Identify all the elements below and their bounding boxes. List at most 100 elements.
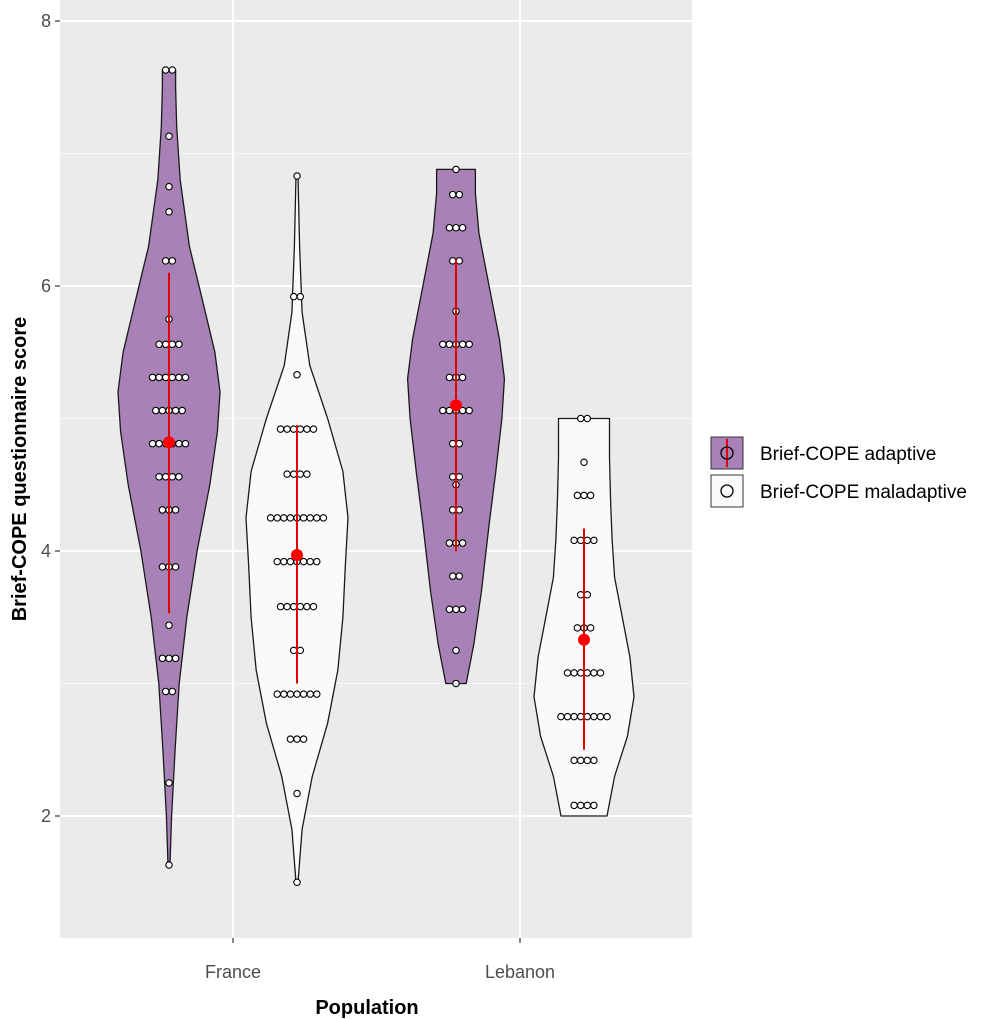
data-point — [448, 572, 457, 580]
data-point — [590, 712, 598, 721]
data-point — [445, 223, 454, 232]
data-point — [283, 425, 291, 433]
data-point — [306, 557, 314, 566]
data-point — [171, 406, 180, 415]
x-tick-label: France — [205, 962, 261, 982]
data-point — [299, 514, 308, 522]
data-point — [289, 602, 298, 611]
data-point — [296, 646, 305, 655]
data-point — [152, 406, 160, 415]
data-point — [583, 414, 592, 423]
data-point — [280, 514, 288, 522]
data-point — [155, 373, 163, 382]
data-point — [448, 473, 457, 481]
data-point — [289, 292, 298, 301]
data-point — [283, 470, 291, 478]
data-point — [445, 340, 454, 349]
data-point — [289, 646, 298, 655]
data-point — [178, 406, 186, 415]
data-point — [580, 458, 588, 466]
data-point — [445, 539, 454, 547]
data-point — [313, 557, 321, 566]
data-point — [445, 605, 454, 614]
data-point — [458, 340, 467, 349]
legend-label-maladaptive: Brief-COPE maladaptive — [760, 482, 967, 503]
data-point — [299, 690, 308, 698]
y-axis: 2 4 6 8 — [41, 11, 60, 826]
data-point — [583, 801, 592, 810]
legend-key-adaptive-point — [720, 446, 734, 460]
mean-point-adaptive-lebanon — [450, 399, 462, 412]
data-point — [596, 669, 605, 677]
data-point — [296, 470, 305, 478]
data-point — [168, 257, 177, 265]
data-point — [161, 340, 170, 349]
data-point — [603, 712, 611, 721]
data-point — [158, 506, 167, 514]
data-point — [171, 506, 180, 514]
data-point — [570, 536, 578, 545]
data-point — [306, 690, 314, 698]
mean-point-adaptive-france — [163, 436, 175, 449]
data-point — [586, 624, 595, 632]
data-point — [563, 669, 572, 677]
data-points — [148, 66, 611, 886]
data-point — [296, 292, 305, 301]
mean-point-maladaptive-france — [291, 548, 303, 561]
data-point — [448, 439, 457, 448]
data-point — [296, 602, 305, 611]
data-point — [293, 735, 301, 743]
data-point — [273, 514, 281, 522]
data-point — [148, 439, 157, 448]
legend-key-maladaptive — [710, 474, 744, 508]
data-point — [168, 340, 177, 349]
data-point — [276, 602, 285, 611]
data-point — [452, 646, 460, 655]
legend-key-maladaptive-point — [720, 484, 734, 498]
y-tick-label: 4 — [41, 541, 51, 561]
x-axis: France Lebanon — [205, 938, 555, 982]
data-point — [563, 712, 572, 721]
data-point — [161, 373, 170, 382]
x-axis-title: Population — [315, 997, 418, 1019]
data-point — [175, 340, 183, 349]
data-point — [455, 473, 464, 481]
data-point — [590, 669, 598, 677]
data-point — [439, 340, 447, 349]
data-point — [576, 414, 585, 423]
data-point — [168, 473, 177, 481]
data-point — [465, 406, 473, 415]
data-point — [586, 491, 595, 500]
legend: Brief-COPE adaptive Brief-COPE maladapti… — [710, 436, 967, 508]
data-point — [448, 190, 457, 199]
data-point — [452, 605, 460, 614]
data-point — [570, 669, 578, 677]
data-point — [299, 735, 308, 743]
data-point — [161, 257, 170, 265]
data-point — [283, 602, 291, 611]
data-point — [171, 654, 180, 663]
data-point — [165, 861, 173, 869]
data-point — [455, 439, 464, 448]
data-point — [452, 223, 460, 232]
data-point — [576, 590, 585, 599]
data-point — [158, 406, 167, 415]
data-point — [168, 66, 177, 74]
data-point — [175, 373, 183, 382]
data-point — [455, 257, 464, 265]
data-point — [165, 621, 173, 629]
data-point — [181, 373, 190, 382]
data-point — [289, 470, 298, 478]
data-point — [583, 590, 592, 599]
data-point — [573, 624, 582, 632]
data-point — [455, 190, 464, 199]
data-point — [576, 756, 585, 765]
data-point — [158, 563, 167, 571]
data-point — [448, 506, 457, 514]
data-point — [286, 735, 295, 743]
data-point — [286, 690, 295, 698]
data-point — [590, 756, 598, 765]
data-point — [576, 712, 585, 721]
data-point — [458, 223, 467, 232]
data-point — [445, 373, 454, 382]
